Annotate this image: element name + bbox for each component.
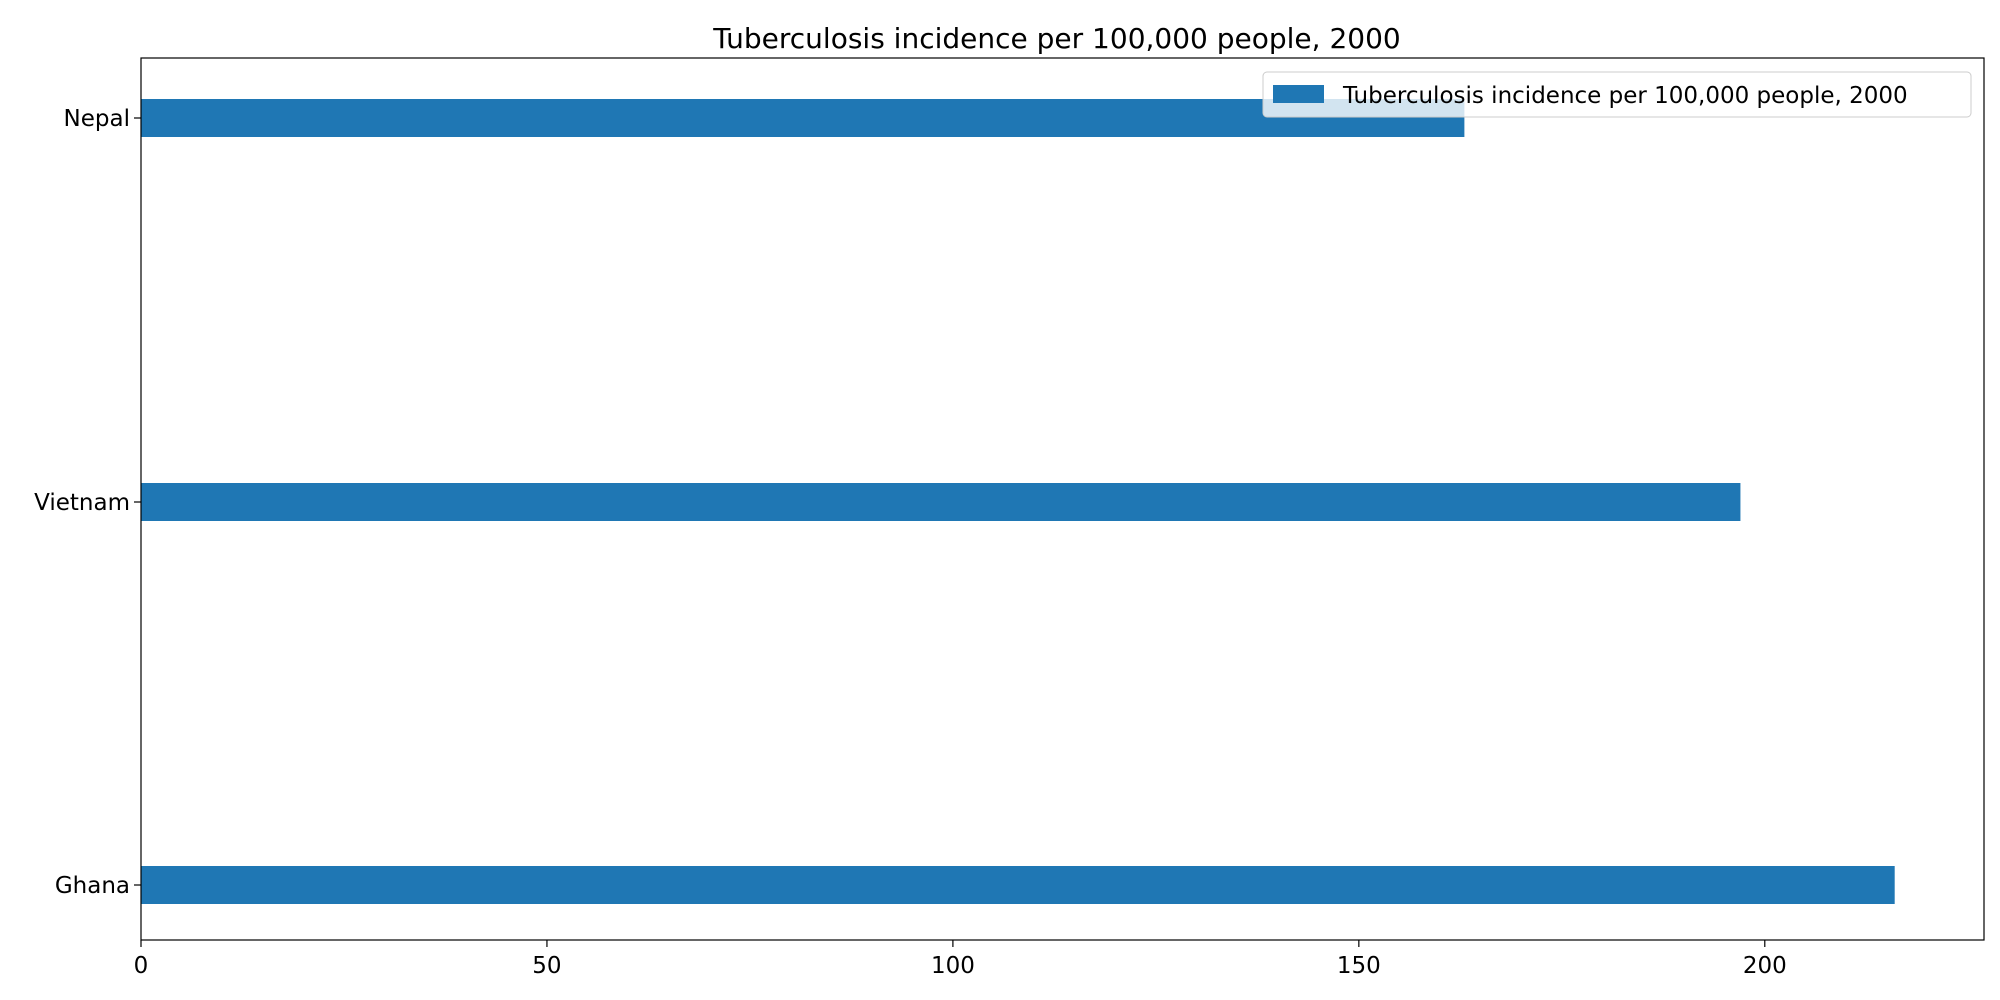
plot-area: [141, 99, 1895, 904]
axes: Ghana Vietnam Nepal 0 50 100 150 200: [34, 106, 1787, 979]
x-tick-label: 0: [134, 953, 149, 979]
chart-title: Tuberculosis incidence per 100,000 peopl…: [712, 22, 1400, 55]
bar-ghana: [141, 866, 1895, 904]
x-tick-label: 150: [1337, 953, 1381, 979]
y-tick-label: Nepal: [64, 106, 130, 132]
legend-swatch: [1273, 85, 1324, 103]
y-tick-label: Ghana: [55, 873, 130, 899]
x-tick-label: 50: [532, 953, 561, 979]
x-tick-label: 200: [1743, 953, 1787, 979]
legend: Tuberculosis incidence per 100,000 peopl…: [1262, 71, 1972, 118]
bar-nepal: [141, 99, 1465, 137]
legend-label: Tuberculosis incidence per 100,000 peopl…: [1342, 83, 1908, 109]
plot-frame: [140, 57, 1985, 941]
legend-box: [1262, 71, 1972, 118]
bar-vietnam: [141, 483, 1741, 521]
x-tick-label: 100: [931, 953, 975, 979]
y-tick-label: Vietnam: [34, 490, 130, 516]
